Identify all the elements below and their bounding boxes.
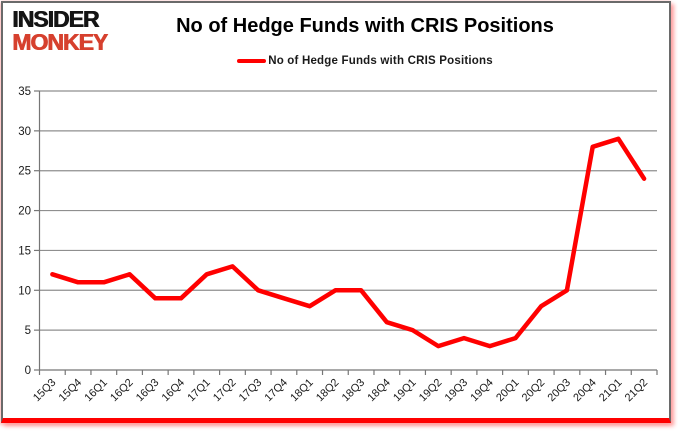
- x-tick-label: 16Q1: [82, 377, 110, 405]
- x-tick-label: 18Q1: [288, 377, 316, 405]
- series-line: [50, 136, 647, 349]
- y-tick-label: 25: [18, 166, 31, 178]
- x-tick-label: 15Q4: [57, 377, 85, 405]
- y-tick-label: 0: [25, 365, 31, 377]
- x-tick-label: 17Q1: [185, 377, 213, 405]
- y-tick-label: 15: [18, 245, 31, 257]
- legend-label: No of Hedge Funds with CRIS Positions: [268, 55, 493, 67]
- y-tick-label: 10: [18, 285, 31, 297]
- x-tick-label: 16Q3: [134, 377, 162, 405]
- y-tick-label: 35: [18, 86, 31, 98]
- x-tick-label: 16Q4: [160, 377, 188, 405]
- insider-monkey-logo: INSIDER MONKEY: [12, 6, 108, 55]
- y-tick-label: 30: [18, 126, 31, 138]
- x-tick-label: 15Q3: [31, 377, 59, 405]
- x-tick-label: 21Q2: [623, 377, 651, 405]
- x-tick-label: 20Q4: [571, 377, 599, 405]
- y-tick-label: 20: [18, 206, 31, 218]
- legend: No of Hedge Funds with CRIS Positions: [150, 55, 580, 67]
- x-tick-label: 17Q3: [237, 377, 265, 405]
- y-tick-label: 5: [25, 325, 31, 337]
- x-tick-label: 16Q2: [108, 377, 136, 405]
- chart-title: No of Hedge Funds with CRIS Positions: [176, 15, 554, 37]
- logo-text-insider: INSIDER: [12, 6, 99, 32]
- x-tick-label: 19Q2: [417, 377, 445, 405]
- x-tick-label: 20Q1: [494, 377, 522, 405]
- x-tick-label: 19Q4: [468, 377, 496, 405]
- x-tick-label: 19Q3: [443, 377, 471, 405]
- x-tick-label: 18Q3: [340, 377, 368, 405]
- logo-text-monkey: MONKEY: [12, 29, 108, 55]
- x-tick-label: 19Q1: [391, 377, 419, 405]
- x-tick-label: 20Q3: [546, 377, 574, 405]
- chart-frame: [1, 1, 671, 423]
- x-tick-label: 17Q4: [263, 377, 291, 405]
- x-tick-label: 18Q4: [365, 377, 393, 405]
- x-tick-label: 21Q1: [597, 377, 625, 405]
- x-tick-label: 20Q2: [520, 377, 548, 405]
- x-tick-label: 18Q2: [314, 377, 342, 405]
- x-tick-label: 17Q2: [211, 377, 239, 405]
- legend-line-swatch: [237, 59, 267, 63]
